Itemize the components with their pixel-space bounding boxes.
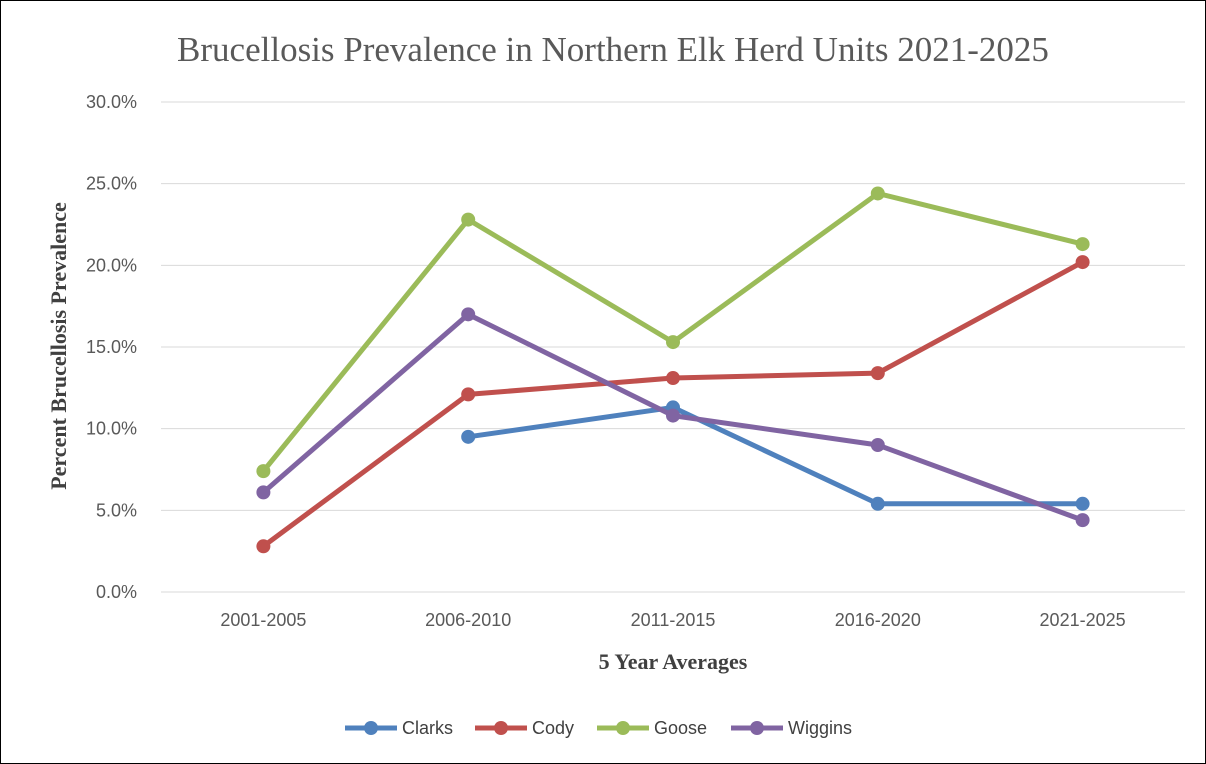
series-line [260,190,1086,474]
legend-label: Wiggins [788,718,852,738]
data-point [666,371,680,386]
data-point [256,464,271,479]
y-axis-ticks: 0.0% 5.0% 10.0% 15.0% 20.0% 25.0% 30.0% [86,92,137,602]
y-tick-label: 5.0% [96,500,137,520]
x-tick-label: 2016-2020 [835,610,921,630]
x-tick-label: 2001-2005 [220,610,306,630]
data-point [870,438,885,452]
series-wiggins [256,307,1090,528]
gridlines [161,101,1185,593]
legend-item: Goose [597,718,707,738]
legend: Clarks Cody Goose Wiggins [345,718,852,738]
data-point [666,408,680,423]
chart-title: Brucellosis Prevalence in Northern Elk H… [177,30,1049,69]
series-lines [256,186,1090,554]
data-point [1075,237,1090,252]
legend-label: Cody [532,718,574,738]
series-cody [256,255,1090,554]
legend-item: Cody [475,718,574,738]
x-axis-title: 5 Year Averages [599,649,748,674]
data-point [666,335,680,350]
x-tick-label: 2021-2025 [1040,610,1126,630]
data-point [870,186,885,201]
y-tick-label: 15.0% [86,337,137,357]
legend-item: Clarks [345,718,453,738]
data-point [1075,255,1090,270]
y-tick-label: 20.0% [86,255,137,275]
legend-item: Wiggins [731,718,852,738]
x-axis-ticks: 2001-2005 2006-2010 2011-2015 2016-2020 2021… [220,610,1125,630]
legend-swatch-marker [364,721,378,735]
data-point [256,485,271,500]
x-tick-label: 2006-2010 [425,610,511,630]
y-tick-label: 0.0% [96,582,137,602]
y-tick-label: 25.0% [86,174,137,194]
data-point [870,366,885,381]
data-point [870,496,885,511]
data-point [461,307,476,322]
series-clarks [461,400,1090,511]
data-point [461,212,476,227]
legend-swatch-marker [616,721,630,735]
data-point [1075,513,1090,528]
legend-swatch-marker [750,721,764,735]
legend-label: Goose [654,718,707,738]
data-point [461,429,476,444]
x-tick-label: 2011-2015 [631,610,716,630]
y-axis-title: Percent Brucellosis Prevalence [46,202,71,490]
legend-label: Clarks [402,718,453,738]
data-point [256,539,271,554]
data-point [1075,496,1090,511]
series-goose [256,186,1090,479]
legend-swatch-marker [494,721,508,735]
y-tick-label: 10.0% [86,419,137,439]
y-tick-label: 30.0% [86,92,137,112]
series-line [465,404,1086,507]
data-point [461,387,476,402]
